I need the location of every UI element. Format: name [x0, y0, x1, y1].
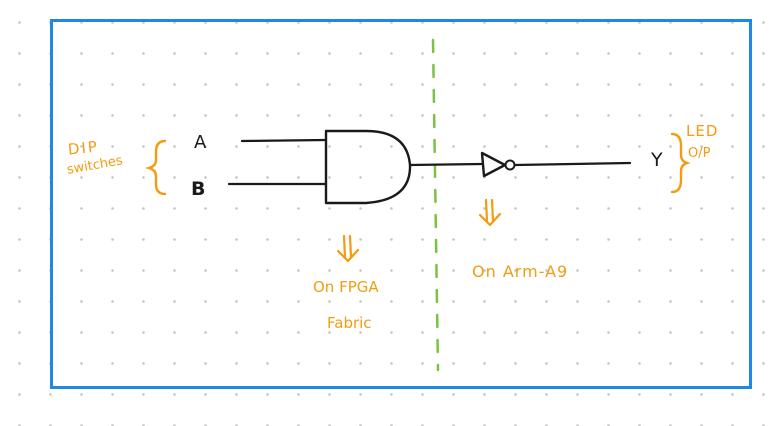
output-y-label: Y — [651, 149, 663, 171]
fpga-down-arrow-icon — [336, 234, 360, 263]
output-label: O/P — [688, 146, 711, 161]
and-gate — [324, 129, 412, 205]
input-b-label: B — [191, 178, 206, 200]
wire-and-to-not — [408, 162, 484, 167]
not-gate-bubble — [504, 159, 516, 171]
led-brace — [670, 132, 691, 194]
arm-location-label: On Arm-A9 — [472, 262, 569, 281]
dip-label: DIP — [67, 137, 100, 159]
fpga-location-label: On FPGA — [313, 278, 379, 296]
diagram-frame — [50, 19, 752, 389]
dip-brace — [144, 139, 167, 196]
partition-divider — [431, 38, 440, 372]
input-a-label: A — [194, 132, 207, 153]
fabric-label: Fabric — [327, 314, 372, 332]
wire-output — [513, 161, 632, 167]
wire-a — [240, 138, 328, 143]
led-label: LED — [686, 122, 719, 140]
arm-down-arrow-icon — [478, 198, 502, 227]
not-gate — [480, 151, 507, 178]
